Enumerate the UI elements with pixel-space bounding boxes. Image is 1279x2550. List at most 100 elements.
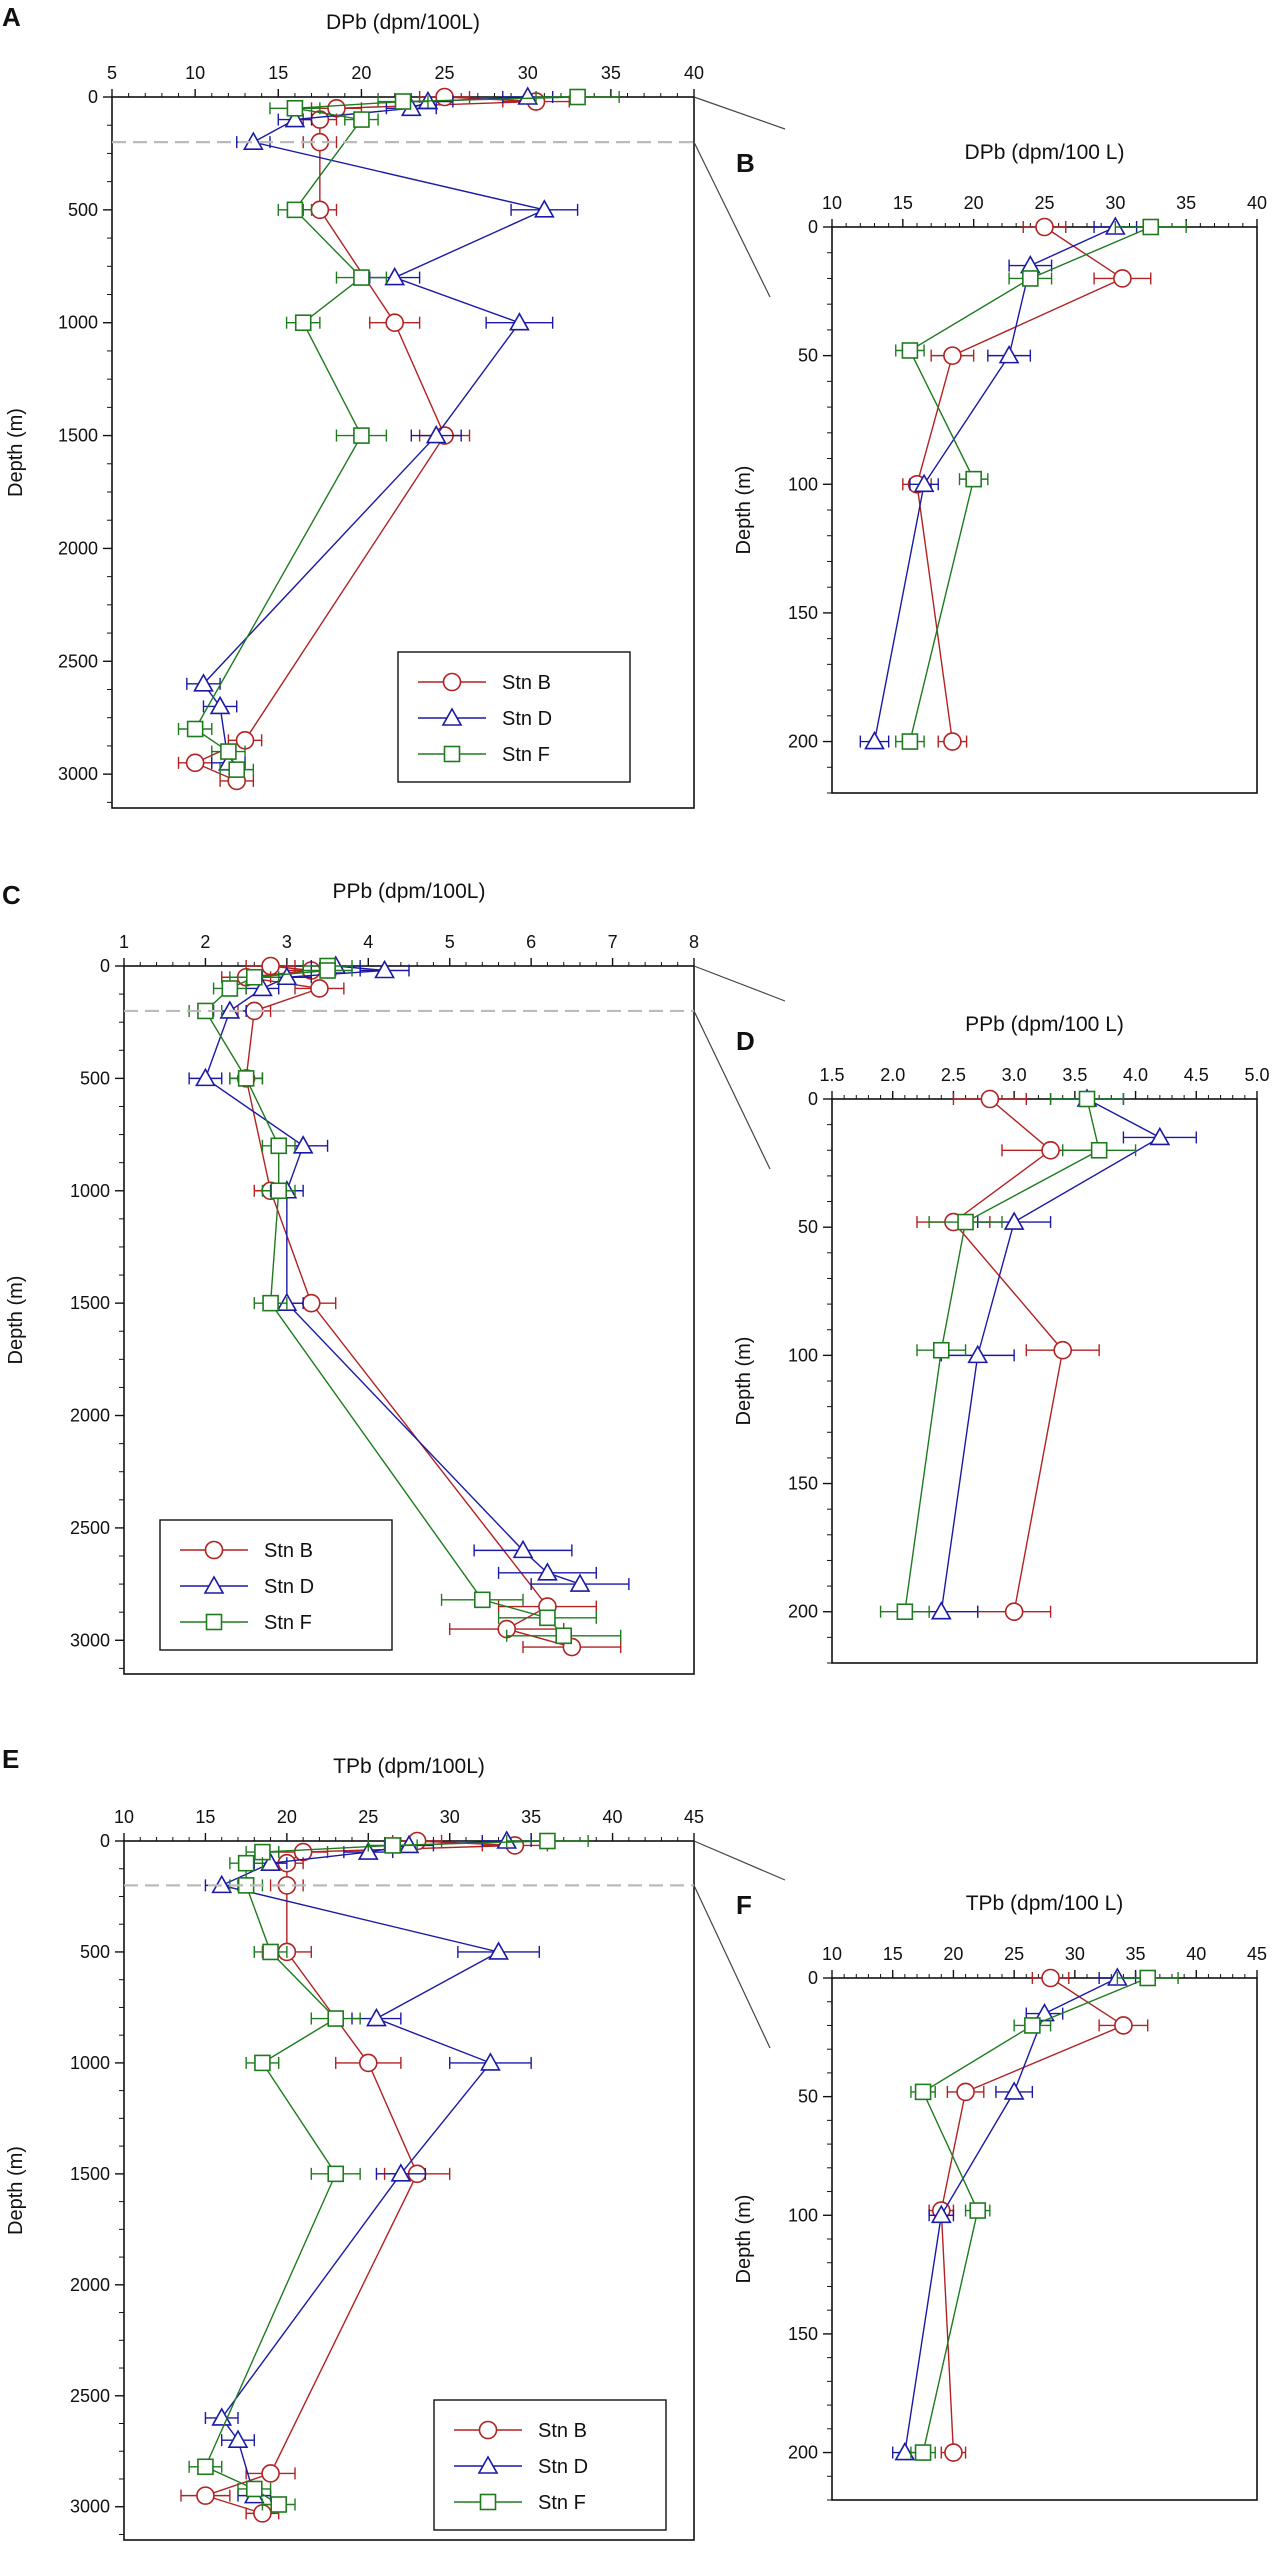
data-point	[270, 1137, 288, 1155]
data-point	[1149, 1126, 1171, 1146]
data-point	[956, 2082, 975, 2102]
data-point	[286, 201, 304, 219]
panel-letter-c: C	[2, 880, 21, 910]
x-tick-label: 20	[277, 1807, 297, 1827]
data-point	[227, 2429, 249, 2448]
legend-label: Stn F	[264, 1612, 312, 1634]
y-tick-label: 3000	[70, 2497, 110, 2517]
x-tick-label: 5	[445, 932, 455, 952]
data-point	[261, 2464, 280, 2483]
data-point	[262, 1294, 279, 1312]
data-point	[294, 314, 312, 332]
x-tick-label: 2	[200, 932, 210, 952]
series-stn-f	[879, 1090, 1137, 1621]
x-tick-label: 2.5	[941, 1065, 966, 1085]
y-tick-label: 0	[808, 1089, 818, 1109]
x-tick-label: 45	[1247, 1944, 1267, 1964]
data-point	[1139, 1969, 1157, 1987]
x-tick-label: 35	[521, 1807, 541, 1827]
x-tick-label: 15	[268, 63, 288, 83]
y-tick-label: 3000	[58, 764, 98, 784]
legend-box	[433, 2399, 667, 2531]
x-tick-label: 10	[822, 193, 842, 213]
panel-letter-d: D	[736, 1026, 755, 1056]
y-tick-label: 150	[788, 1474, 818, 1494]
data-point	[260, 1852, 281, 1871]
y-tick-label: 2000	[70, 1406, 110, 1426]
data-point	[319, 962, 336, 979]
data-point	[384, 1837, 402, 1854]
y-tick-label: 0	[100, 956, 110, 976]
data-point	[1114, 2016, 1133, 2035]
data-point	[195, 1067, 216, 1087]
data-point	[1041, 1968, 1060, 1988]
x-tick-label: 20	[943, 1944, 963, 1964]
x-tick-label: 30	[440, 1807, 460, 1827]
y-tick-label: 1500	[58, 426, 98, 446]
data-point	[384, 266, 406, 286]
data-point	[185, 753, 205, 773]
data-point	[197, 2458, 214, 2476]
data-point	[517, 86, 539, 105]
chart-title: DPb (dpm/100L)	[326, 11, 480, 34]
data-point	[353, 111, 370, 128]
x-tick-label: 3	[282, 932, 292, 952]
y-tick-label: 1500	[70, 1293, 110, 1313]
data-point	[1022, 270, 1039, 287]
series-stn-f	[910, 1969, 1179, 2461]
data-point	[245, 2480, 263, 2498]
legend-box	[397, 651, 631, 783]
data-point	[932, 1341, 950, 1359]
legend: Stn B Stn D Stn F	[159, 1519, 393, 1651]
y-tick-label: 500	[80, 1068, 110, 1088]
y-tick-label: 0	[88, 87, 98, 107]
x-tick-label: 8	[689, 932, 699, 952]
x-tick-label: 25	[1004, 1944, 1024, 1964]
zoom-connector-line	[693, 1840, 786, 1881]
y-tick-label: 100	[788, 474, 818, 494]
panel-letter-f: F	[736, 1890, 752, 1920]
x-tick-label: 40	[603, 1807, 623, 1827]
y-tick-label: 500	[68, 200, 98, 220]
y-tick-label: 200	[788, 732, 818, 752]
x-tick-label: 25	[1034, 193, 1054, 213]
data-point	[193, 673, 214, 692]
data-point	[1024, 2017, 1041, 2034]
zoom-connector-line	[693, 965, 786, 1002]
y-tick-label: 150	[788, 2324, 818, 2344]
y-axis-label: Depth (m)	[5, 2146, 27, 2235]
data-point	[425, 424, 447, 444]
y-tick-label: 0	[100, 1831, 110, 1851]
y-tick-label: 1000	[58, 313, 98, 333]
data-point	[327, 2010, 345, 2027]
data-point	[914, 2444, 932, 2461]
x-tick-label: 25	[358, 1807, 378, 1827]
series-stn-d	[892, 1967, 1137, 2461]
chart-title: TPb (dpm/100 L)	[966, 1892, 1124, 1915]
data-point	[270, 2496, 288, 2513]
data-point	[1035, 217, 1054, 237]
chart-b-upper-200m: DPb (dpm/100 L) Depth (m) 10 15 20 25 30 35 40 0 5…	[733, 141, 1267, 794]
series-stn-f	[177, 88, 620, 778]
x-tick-label: 4.0	[1123, 1065, 1148, 1085]
y-tick-label: 200	[788, 2443, 818, 2463]
x-tick-label: 45	[684, 1807, 704, 1827]
x-tick-label: 35	[601, 63, 621, 83]
y-axis-label: Depth (m)	[5, 1276, 27, 1365]
data-point	[186, 720, 204, 738]
y-tick-label: 3000	[70, 1630, 110, 1650]
data-point	[569, 88, 586, 106]
data-point	[1004, 1602, 1024, 1622]
x-tick-label: 10	[822, 1944, 842, 1964]
data-point	[943, 732, 962, 751]
chart-title: PPb (dpm/100L)	[333, 880, 486, 903]
y-tick-label: 100	[788, 2205, 818, 2225]
data-point	[252, 977, 273, 997]
legend-marker	[205, 1613, 223, 1631]
x-tick-label: 10	[185, 63, 205, 83]
x-tick-label: 15	[883, 1944, 903, 1964]
legend-label: Stn B	[264, 1540, 313, 1562]
zoom-connector-line	[693, 141, 771, 298]
y-tick-label: 1500	[70, 2164, 110, 2184]
x-tick-label: 30	[518, 63, 538, 83]
